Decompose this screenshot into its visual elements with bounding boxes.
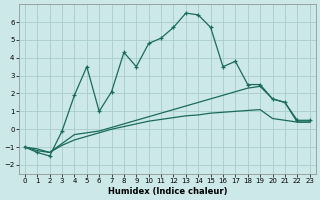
X-axis label: Humidex (Indice chaleur): Humidex (Indice chaleur) [108, 187, 227, 196]
